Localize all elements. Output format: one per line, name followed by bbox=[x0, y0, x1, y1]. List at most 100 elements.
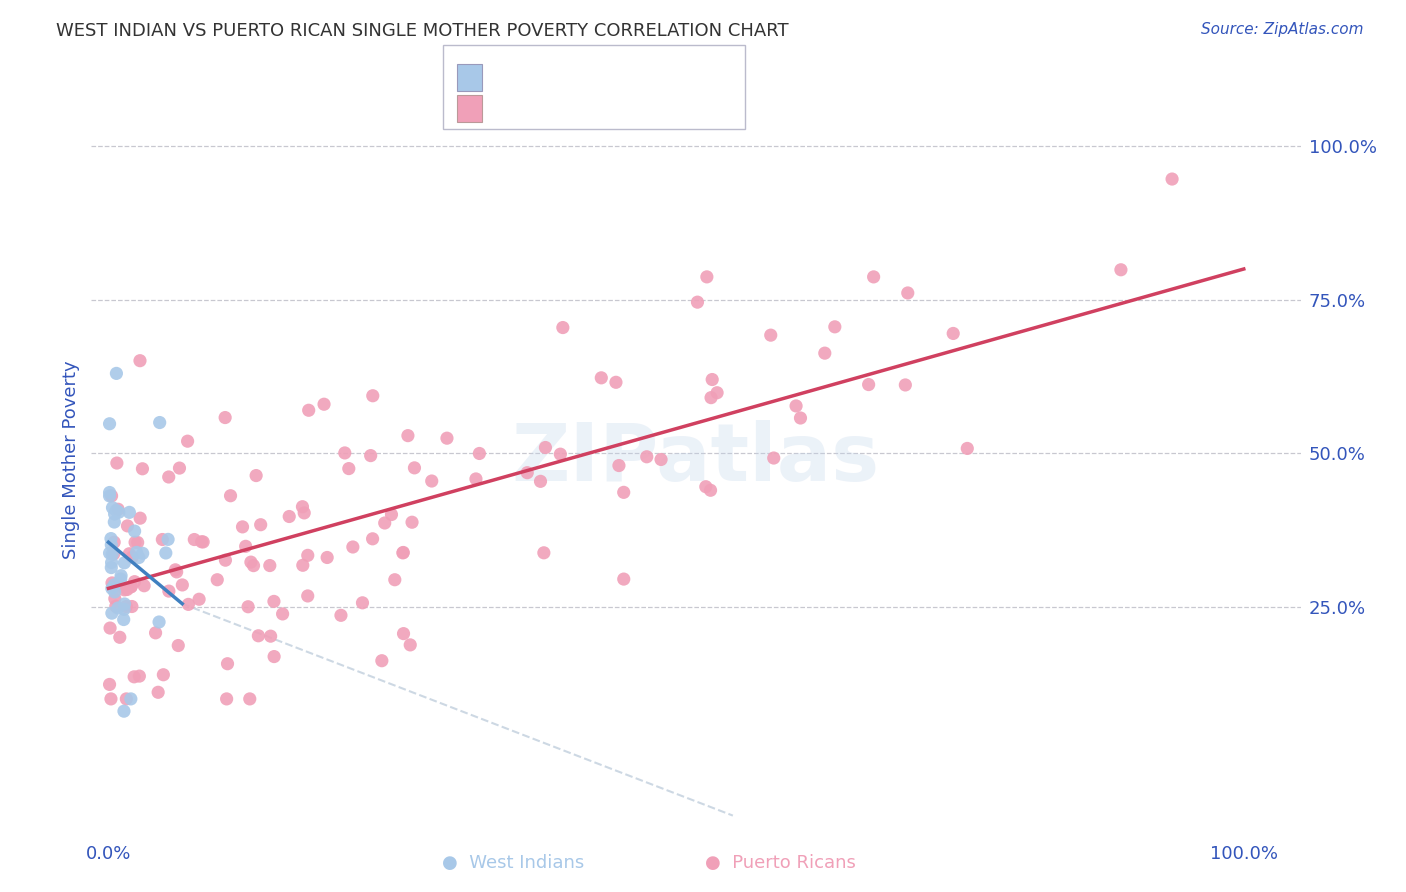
Point bbox=[190, 534, 212, 549]
Point bbox=[101, 582, 124, 596]
Point bbox=[605, 376, 627, 390]
Point bbox=[155, 546, 177, 560]
Point bbox=[468, 446, 491, 460]
Point bbox=[207, 573, 229, 587]
Point bbox=[124, 574, 146, 589]
Point bbox=[120, 580, 142, 594]
Point bbox=[352, 596, 374, 610]
Point bbox=[121, 599, 143, 614]
Point bbox=[104, 591, 127, 606]
Point bbox=[700, 391, 723, 405]
Point bbox=[862, 269, 884, 284]
Point bbox=[98, 417, 121, 431]
Point bbox=[297, 589, 319, 603]
Point bbox=[380, 508, 402, 522]
Point bbox=[103, 535, 125, 549]
Point bbox=[101, 580, 124, 594]
Text: ●  Puerto Ricans: ● Puerto Ricans bbox=[704, 855, 856, 872]
Point bbox=[101, 576, 124, 591]
Point bbox=[148, 615, 170, 629]
Point bbox=[591, 371, 613, 385]
Point bbox=[152, 667, 174, 681]
Point bbox=[101, 547, 124, 561]
Point bbox=[550, 447, 572, 461]
Point bbox=[702, 372, 724, 386]
Point bbox=[956, 442, 979, 456]
Point bbox=[98, 489, 121, 503]
Point bbox=[650, 452, 672, 467]
Point bbox=[183, 533, 205, 547]
Point bbox=[118, 505, 141, 519]
Point bbox=[127, 535, 149, 549]
Point bbox=[534, 441, 557, 455]
Point bbox=[105, 503, 128, 517]
Point bbox=[165, 563, 187, 577]
Point bbox=[696, 269, 718, 284]
Point bbox=[131, 546, 153, 560]
Point bbox=[112, 613, 135, 627]
Point bbox=[245, 468, 267, 483]
Point bbox=[259, 629, 281, 643]
Point bbox=[814, 346, 837, 360]
Point bbox=[785, 399, 807, 413]
Point bbox=[789, 411, 811, 425]
Point bbox=[100, 538, 122, 552]
Point bbox=[128, 669, 150, 683]
Point bbox=[120, 692, 142, 706]
Point bbox=[101, 500, 124, 515]
Point bbox=[292, 506, 315, 520]
Point bbox=[131, 462, 153, 476]
Point bbox=[121, 550, 143, 565]
Point bbox=[103, 578, 125, 592]
Point bbox=[706, 385, 728, 400]
Point bbox=[361, 532, 384, 546]
Point bbox=[551, 320, 574, 334]
Point bbox=[122, 670, 145, 684]
Point bbox=[169, 461, 191, 475]
Point bbox=[177, 598, 200, 612]
Point bbox=[259, 558, 281, 573]
Point bbox=[108, 630, 131, 644]
Point bbox=[686, 295, 709, 310]
Point bbox=[107, 601, 129, 615]
Point bbox=[329, 608, 352, 623]
Point bbox=[112, 704, 135, 718]
Point bbox=[942, 326, 965, 341]
Point bbox=[100, 532, 122, 546]
Text: R =  0.774   N= 136: R = 0.774 N= 136 bbox=[492, 96, 692, 114]
Point bbox=[191, 535, 214, 549]
Point bbox=[214, 553, 236, 567]
Point bbox=[100, 489, 122, 503]
Point bbox=[104, 599, 127, 614]
Point bbox=[98, 485, 121, 500]
Point bbox=[374, 516, 396, 530]
Point bbox=[360, 449, 382, 463]
Point bbox=[235, 539, 257, 553]
Point bbox=[166, 565, 188, 579]
Point bbox=[215, 692, 238, 706]
Point bbox=[399, 638, 422, 652]
Point bbox=[98, 621, 121, 635]
Point bbox=[157, 470, 180, 484]
Point bbox=[188, 592, 211, 607]
Point bbox=[157, 533, 180, 547]
Point bbox=[149, 416, 172, 430]
Point bbox=[1109, 262, 1132, 277]
Point bbox=[125, 545, 148, 559]
Point bbox=[529, 475, 551, 489]
Point bbox=[118, 547, 141, 561]
Point bbox=[298, 403, 321, 417]
Point bbox=[824, 319, 846, 334]
Point bbox=[176, 434, 198, 449]
Point bbox=[1161, 172, 1184, 186]
Text: WEST INDIAN VS PUERTO RICAN SINGLE MOTHER POVERTY CORRELATION CHART: WEST INDIAN VS PUERTO RICAN SINGLE MOTHE… bbox=[56, 22, 789, 40]
Point bbox=[607, 458, 630, 473]
Point bbox=[129, 353, 152, 368]
Point bbox=[112, 556, 135, 570]
Point bbox=[214, 410, 236, 425]
Text: ●  West Indians: ● West Indians bbox=[441, 855, 585, 872]
Point bbox=[242, 558, 264, 573]
Point bbox=[167, 639, 190, 653]
Point bbox=[115, 692, 138, 706]
Point bbox=[695, 480, 717, 494]
